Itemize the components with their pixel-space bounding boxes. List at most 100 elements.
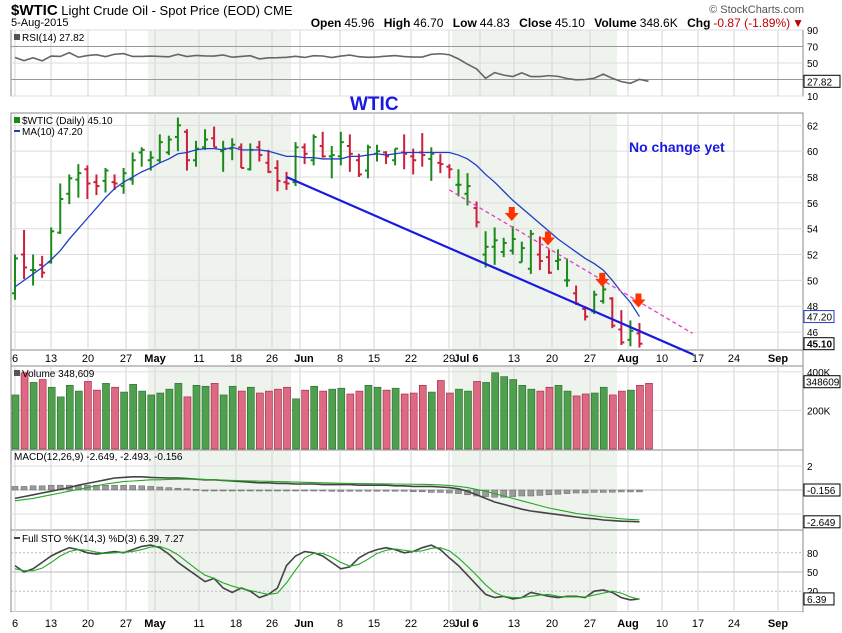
month-band bbox=[148, 113, 291, 350]
volume-bar bbox=[581, 393, 590, 450]
volume-bar bbox=[66, 385, 74, 450]
macd-histogram-bar bbox=[129, 485, 136, 491]
date-axis-label: Aug bbox=[617, 353, 638, 365]
date-axis-label: 8 bbox=[337, 353, 343, 365]
volume-bar bbox=[38, 379, 47, 450]
macd-histogram-bar bbox=[419, 489, 426, 493]
volume-bar bbox=[29, 382, 38, 450]
volume-bar bbox=[201, 385, 210, 450]
macd-histogram-bar bbox=[11, 486, 19, 491]
volume-bar bbox=[274, 388, 282, 450]
volume-bar bbox=[500, 376, 509, 450]
macd-histogram-bar bbox=[328, 489, 335, 492]
macd-histogram-bar bbox=[455, 489, 462, 494]
volume-bar bbox=[509, 379, 518, 450]
sto-last-label: 6.39 bbox=[807, 595, 827, 606]
volume-bar bbox=[56, 396, 65, 450]
open-value: 45.96 bbox=[344, 16, 375, 30]
bottom-date-axis-label: 29 bbox=[443, 618, 455, 630]
ma-last-box bbox=[803, 310, 835, 324]
macd-histogram-bar bbox=[409, 489, 417, 493]
price-tick-label: 50 bbox=[807, 276, 819, 287]
macd-histogram-bar bbox=[210, 489, 218, 492]
rsi-last-box bbox=[803, 74, 841, 88]
volume-tick-label: 200K bbox=[807, 406, 831, 417]
volume-bar bbox=[165, 388, 174, 450]
rsi-tick-label: 90 bbox=[807, 26, 819, 37]
volume-bar bbox=[129, 384, 137, 450]
volume-bar bbox=[20, 372, 29, 450]
volume-bar bbox=[391, 387, 400, 450]
open-label: Open bbox=[310, 16, 342, 30]
macd-histogram-bar bbox=[156, 486, 164, 491]
price-tick-label: 46 bbox=[807, 328, 819, 339]
date-axis-label: 18 bbox=[230, 353, 242, 365]
bottom-date-axis-label: Jul 6 bbox=[453, 618, 478, 630]
volume-bar bbox=[437, 380, 445, 450]
date-axis-label: 20 bbox=[546, 353, 558, 365]
volume-title: Volume 348,609 bbox=[22, 369, 95, 380]
macd-histogram-bar bbox=[482, 489, 489, 497]
volume-bar bbox=[518, 385, 527, 450]
bottom-date-axis-label: 26 bbox=[266, 618, 278, 630]
date-axis-label: 22 bbox=[405, 353, 417, 365]
price-tick-label: 48 bbox=[807, 302, 819, 313]
price-tick-label: 52 bbox=[807, 251, 819, 262]
macd-histogram-bar bbox=[400, 489, 408, 492]
volume-bar bbox=[636, 385, 644, 450]
macd-histogram-bar bbox=[256, 489, 263, 492]
volume-bar bbox=[11, 394, 20, 450]
panel-bg-sto bbox=[11, 530, 803, 612]
price-tick-label: 54 bbox=[807, 225, 819, 236]
volume-bar bbox=[536, 390, 545, 450]
macd-histogram-bar bbox=[219, 489, 227, 492]
rsi-title: RSI(14) 27.82 bbox=[22, 33, 85, 44]
volume-bar bbox=[400, 393, 409, 450]
macd-histogram-bar bbox=[138, 485, 145, 491]
ma-last-label: 47.20 bbox=[807, 313, 832, 324]
month-band bbox=[452, 530, 617, 612]
macd-hist-last-label: -0.156 bbox=[807, 486, 836, 497]
volume-bar bbox=[319, 390, 328, 450]
macd-histogram-bar bbox=[183, 488, 191, 491]
close-last-box bbox=[803, 337, 835, 351]
note-annotation: No change yet bbox=[629, 139, 725, 155]
volume-bar bbox=[337, 387, 346, 450]
sto-tick-label: 80 bbox=[807, 549, 819, 560]
macd-histogram-bar bbox=[301, 489, 308, 492]
macd-histogram-bar bbox=[38, 485, 46, 491]
date-axis-label: May bbox=[144, 353, 166, 365]
bottom-date-axis-label: 15 bbox=[368, 618, 380, 630]
macd-histogram-bar bbox=[20, 486, 28, 491]
volume-bar bbox=[645, 383, 653, 450]
bottom-date-axis-label: 22 bbox=[405, 618, 417, 630]
macd-histogram-bar bbox=[590, 489, 598, 493]
volume-bar bbox=[355, 390, 364, 450]
quote-summary: Open 45.96 High 46.70 Low 44.83 Close 45.10 … bbox=[305, 16, 804, 30]
macd-histogram-bar bbox=[545, 489, 553, 496]
volume-bar bbox=[527, 388, 536, 450]
volume-bar bbox=[174, 383, 183, 450]
down-arrow-icon bbox=[540, 231, 555, 246]
macd-histogram-bar bbox=[600, 489, 607, 493]
date-axis-label: 29 bbox=[443, 353, 455, 365]
rsi-tick-label: 50 bbox=[807, 59, 819, 70]
macd-histogram-bar bbox=[274, 489, 281, 492]
bottom-date-axis-label: 13 bbox=[508, 618, 520, 630]
bottom-date-axis-label: 13 bbox=[45, 618, 57, 630]
bottom-date-axis-label: 18 bbox=[230, 618, 242, 630]
macd-histogram-bar bbox=[618, 489, 625, 493]
volume-value: 348.6K bbox=[639, 16, 678, 30]
resistance-channel-line bbox=[449, 189, 693, 334]
macd-histogram-bar bbox=[536, 489, 544, 496]
volume-bar bbox=[210, 383, 219, 450]
volume-bar bbox=[93, 389, 101, 450]
down-triangle-icon: ▼ bbox=[792, 16, 804, 30]
date-axis-strip-bottom bbox=[11, 612, 803, 633]
price-legend-label: $WTIC (Daily) 45.10 bbox=[22, 116, 113, 127]
macd-histogram-bar bbox=[147, 486, 154, 491]
date-axis-label: 13 bbox=[508, 353, 520, 365]
volume-bar bbox=[590, 392, 599, 450]
bottom-date-axis-label: Sep bbox=[768, 618, 788, 630]
macd-histogram-bar bbox=[174, 487, 182, 491]
